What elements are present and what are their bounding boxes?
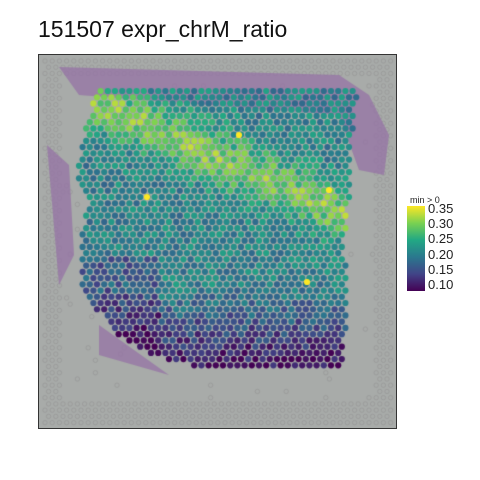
spatial-tissue-image bbox=[38, 54, 397, 429]
spot-map bbox=[39, 55, 396, 428]
legend-tick-label: 0.25 bbox=[428, 231, 454, 247]
legend-tick-mark bbox=[425, 209, 429, 211]
plot-title: 151507 expr_chrM_ratio bbox=[38, 16, 288, 42]
legend-colorbar bbox=[407, 206, 425, 291]
legend-tick-mark bbox=[425, 284, 429, 286]
legend-tick-label: 0.10 bbox=[428, 276, 454, 292]
legend-tick-mark bbox=[425, 269, 429, 271]
legend-title: min > 0 bbox=[410, 195, 440, 205]
legend-tick-mark bbox=[425, 254, 429, 256]
legend-tick-mark bbox=[425, 239, 429, 241]
legend-tick-mark bbox=[425, 224, 429, 226]
legend-tick-label: 0.20 bbox=[428, 246, 454, 262]
legend-tick-label: 0.15 bbox=[428, 261, 454, 277]
legend-tick-label: 0.30 bbox=[428, 216, 454, 232]
legend-tick-label: 0.35 bbox=[428, 201, 454, 217]
